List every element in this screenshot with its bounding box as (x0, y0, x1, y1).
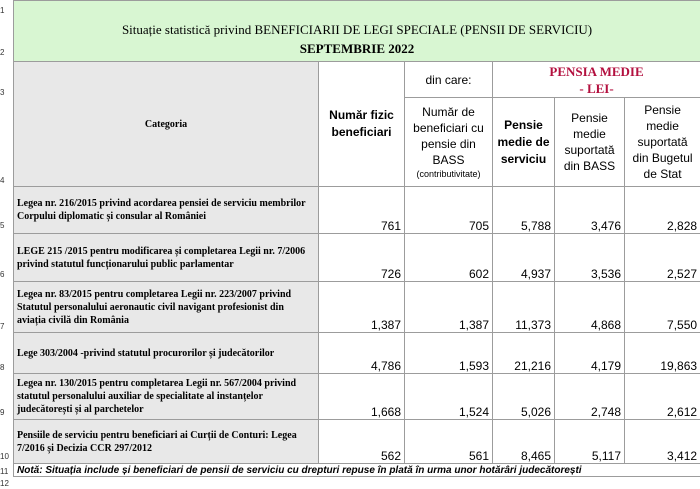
table-row: Legea nr. 216/2015 privind acordarea pen… (13, 186, 700, 234)
cell-pensie-buget[interactable]: 2,527 (623, 233, 700, 282)
cell-pensie-serviciu[interactable]: 11,373 (492, 281, 555, 333)
cell-pensie-bass[interactable]: 3,476 (554, 186, 625, 234)
cell-pensie-bass[interactable]: 4,179 (554, 332, 625, 374)
row-number[interactable]: 7 (0, 322, 5, 331)
cell-pensie-buget[interactable]: 2,612 (623, 373, 700, 420)
cell-categoria[interactable]: Lege 303/2004 -privind statutul procuror… (13, 332, 319, 374)
cell-categoria[interactable]: Legea nr. 130/2015 pentru completarea Le… (13, 373, 319, 420)
cell-numar-bass[interactable]: 1,387 (404, 281, 493, 333)
cell-pensie-buget[interactable]: 2,828 (623, 186, 700, 234)
header-pensia-medie[interactable]: PENSIA MEDIE - LEI- (491, 61, 700, 98)
cell-categoria[interactable]: Legea nr. 216/2015 privind acordarea pen… (13, 186, 319, 234)
cell-pensie-bass[interactable]: 5,117 (554, 419, 625, 464)
row-number[interactable]: 12 (0, 479, 9, 488)
lei-label: - LEI- (579, 80, 614, 96)
cell-pensie-serviciu[interactable]: 5,788 (492, 186, 555, 234)
table-title[interactable]: Situație statistică privind BENEFICIARII… (12, 0, 700, 38)
row-number[interactable]: 3 (0, 88, 5, 97)
cell-numar-fizic[interactable]: 726 (318, 233, 405, 282)
row-number[interactable]: 5 (0, 221, 5, 230)
header-numar-bass[interactable]: Număr de beneficiari cu pensie din BASS … (404, 97, 493, 187)
cell-pensie-buget[interactable]: 7,550 (623, 281, 700, 333)
row-number[interactable]: 11 (0, 467, 9, 476)
row-number[interactable]: 4 (0, 176, 5, 185)
row-number[interactable]: 8 (0, 363, 5, 372)
cell-pensie-serviciu[interactable]: 21,216 (492, 332, 555, 374)
header-din-care[interactable]: din care: (404, 61, 493, 98)
cell-numar-bass[interactable]: 705 (404, 186, 493, 234)
statistics-table: Situație statistică privind BENEFICIARII… (12, 0, 700, 489)
table-row: Lege 303/2004 -privind statutul procuror… (13, 332, 700, 374)
row-number[interactable]: 1 (0, 6, 5, 15)
cell-numar-fizic[interactable]: 4,786 (318, 332, 405, 374)
cell-numar-fizic[interactable]: 1,387 (318, 281, 405, 333)
cell-pensie-buget[interactable]: 19,863 (623, 332, 700, 374)
header-pensie-bass[interactable]: Pensie medie suportată din BASS (554, 97, 625, 187)
header-pensie-medie-serviciu[interactable]: Pensie medie de serviciu (492, 97, 555, 187)
footnote[interactable]: Notă: Situația include și beneficiari de… (12, 463, 700, 477)
cell-numar-bass[interactable]: 1,524 (404, 373, 493, 420)
row-number[interactable]: 10 (0, 452, 9, 461)
header-pensie-buget[interactable]: Pensie medie suportată din Bugetul de St… (623, 97, 700, 187)
table-row: Pensiile de serviciu pentru beneficiari … (13, 419, 700, 464)
cell-numar-bass[interactable]: 1,593 (404, 332, 493, 374)
row-number[interactable]: 9 (0, 408, 5, 417)
row-number-gutter: 1 2 3 4 5 6 7 8 9 10 11 12 (0, 0, 12, 489)
pensia-medie-label: PENSIA MEDIE (549, 63, 644, 79)
table-row: LEGE 215 /2015 pentru modificarea și com… (13, 233, 700, 282)
cell-pensie-serviciu[interactable]: 5,026 (492, 373, 555, 420)
cell-numar-bass[interactable]: 561 (404, 419, 493, 464)
contributivitate-note: (contributivitate) (416, 169, 481, 179)
table-subtitle[interactable]: SEPTEMBRIE 2022 (12, 37, 700, 62)
cell-pensie-serviciu[interactable]: 8,465 (492, 419, 555, 464)
cell-pensie-bass[interactable]: 4,868 (554, 281, 625, 333)
header-numar-fizic[interactable]: Număr fizic beneficiari (318, 61, 405, 187)
row-number[interactable]: 6 (0, 270, 5, 279)
header-categoria[interactable]: Categoria (13, 61, 319, 187)
cell-pensie-buget[interactable]: 3,412 (623, 419, 700, 464)
cell-numar-bass[interactable]: 602 (404, 233, 493, 282)
cell-numar-fizic[interactable]: 1,668 (318, 373, 405, 420)
cell-pensie-bass[interactable]: 2,748 (554, 373, 625, 420)
table-row: Legea nr. 83/2015 pentru completarea Leg… (13, 281, 700, 333)
cell-numar-fizic[interactable]: 761 (318, 186, 405, 234)
cell-categoria[interactable]: Pensiile de serviciu pentru beneficiari … (13, 419, 319, 464)
table-row: Legea nr. 130/2015 pentru completarea Le… (13, 373, 700, 420)
cell-pensie-bass[interactable]: 3,536 (554, 233, 625, 282)
row-number[interactable]: 2 (0, 48, 5, 57)
numar-bass-label: Număr de beneficiari cu pensie din BASS (413, 105, 484, 167)
cell-numar-fizic[interactable]: 562 (318, 419, 405, 464)
cell-categoria[interactable]: LEGE 215 /2015 pentru modificarea și com… (13, 233, 319, 282)
empty-row[interactable] (13, 476, 700, 489)
cell-pensie-serviciu[interactable]: 4,937 (492, 233, 555, 282)
cell-categoria[interactable]: Legea nr. 83/2015 pentru completarea Leg… (13, 281, 319, 333)
